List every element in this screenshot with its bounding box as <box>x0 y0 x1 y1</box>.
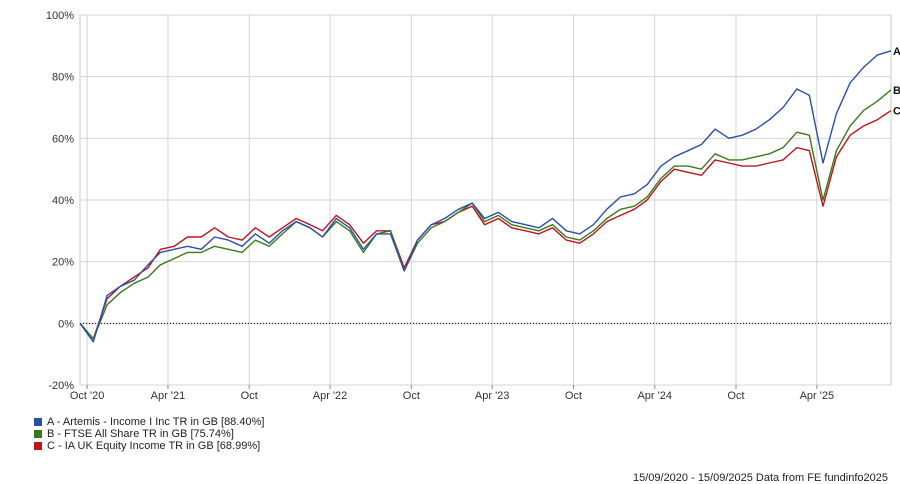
series-end-label: A <box>893 46 900 58</box>
legend-item-a: A - Artemis - Income I Inc TR in GB [88.… <box>34 416 264 428</box>
y-tick-label: 100% <box>46 10 74 22</box>
x-tick-label: Oct <box>565 390 582 402</box>
series-lines <box>79 50 892 343</box>
legend-label: C - IA UK Equity Income TR in GB [68.99%… <box>47 440 261 452</box>
x-tick-label: Apr '25 <box>800 390 835 402</box>
legend-label: B - FTSE All Share TR in GB [75.74%] <box>47 428 234 440</box>
x-tick-label: Apr '24 <box>637 390 672 402</box>
x-tick-label: Apr '23 <box>475 390 510 402</box>
chart-legend: A - Artemis - Income I Inc TR in GB [88.… <box>34 416 264 452</box>
x-tick-label: Oct '20 <box>70 390 105 402</box>
x-tick-label: Oct <box>727 390 744 402</box>
y-tick-label: 20% <box>52 257 74 269</box>
y-tick-label: 80% <box>52 72 74 84</box>
series-line-c <box>79 110 892 340</box>
x-axis-ticks: Oct '20 Apr '21 Oct Apr '22 Oct Apr '23 Oct Apr… <box>70 390 834 402</box>
chart-grid <box>79 14 892 389</box>
legend-swatch <box>34 430 42 438</box>
series-end-labels: A BC <box>893 46 900 118</box>
series-end-label: C <box>893 106 900 118</box>
legend-label: A - Artemis - Income I Inc TR in GB [88.… <box>47 416 265 428</box>
series-line-a <box>79 50 892 343</box>
legend-swatch <box>34 418 42 426</box>
legend-item-c: C - IA UK Equity Income TR in GB [68.99%… <box>34 440 264 452</box>
y-tick-label: -20% <box>48 380 74 392</box>
date-range-source-note: 15/09/2020 - 15/09/2025 Data from FE fun… <box>632 472 888 484</box>
series-end-label: B <box>893 85 900 97</box>
legend-swatch <box>34 442 42 450</box>
y-tick-label: 60% <box>52 133 74 145</box>
y-axis-ticks: 100% 80% 60% 40% 20% 0% -20% <box>46 10 74 392</box>
y-tick-label: 0% <box>58 318 74 330</box>
performance-chart: 100%80%60%40%20%0%-20% Oct '20 Apr '21 Oct… <box>46 10 900 402</box>
x-tick-label: Oct <box>403 390 420 402</box>
x-tick-label: Oct <box>241 390 258 402</box>
series-line-b <box>79 89 892 340</box>
x-tick-label: Apr '22 <box>313 390 348 402</box>
legend-item-b: B - FTSE All Share TR in GB [75.74%] <box>34 428 264 440</box>
y-tick-label: 40% <box>52 195 74 207</box>
x-tick-label: Apr '21 <box>151 390 186 402</box>
